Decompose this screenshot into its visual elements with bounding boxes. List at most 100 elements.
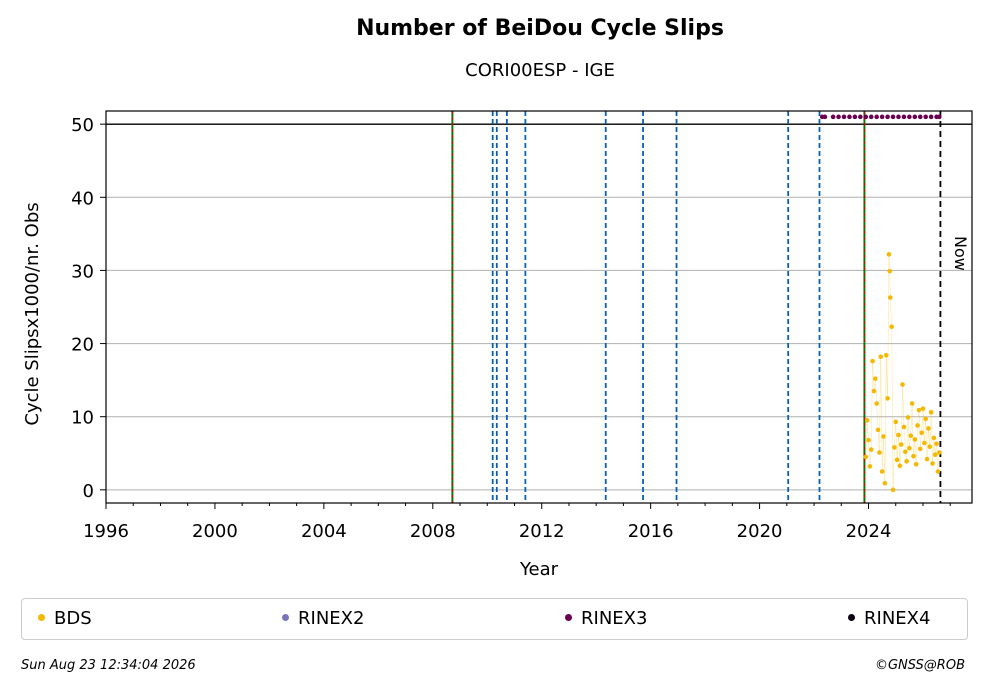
- bds-point: [926, 426, 931, 431]
- bds-point: [898, 442, 904, 447]
- legend-marker-rinex2: [282, 613, 289, 621]
- rinex3-point: [868, 114, 874, 120]
- rinex3-point: [836, 114, 841, 120]
- y-axis-label: Cycle Slipsx1000/nr. Obs: [22, 202, 43, 425]
- bds-point: [864, 418, 870, 423]
- legend-marker-rinex4: [848, 613, 855, 621]
- bds-point: [912, 437, 918, 442]
- legend-marker-bds: [38, 613, 45, 621]
- rinex3-point: [890, 114, 896, 120]
- rinex3-point: [907, 114, 912, 120]
- bds-point: [919, 430, 924, 436]
- bds-point: [900, 382, 905, 387]
- rinex3-point: [830, 114, 836, 120]
- bds-point: [883, 352, 889, 358]
- rinex3-point: [879, 114, 885, 120]
- bds-point: [863, 454, 869, 460]
- bds-point: [886, 252, 892, 257]
- bds-point: [907, 445, 912, 451]
- bds-point: [896, 432, 901, 438]
- rinex3-point: [937, 114, 942, 120]
- legend-marker-rinex3: [565, 613, 572, 621]
- bds-point: [871, 388, 877, 394]
- bds-point: [870, 358, 875, 364]
- footer-credit: ©GNSS@ROB: [874, 658, 965, 673]
- bds-point: [915, 423, 920, 428]
- rinex3-point: [852, 114, 858, 120]
- bds-point: [885, 396, 890, 401]
- bds-point: [890, 487, 896, 493]
- x-tick-label: 2004: [301, 521, 347, 542]
- bds-point: [908, 433, 914, 439]
- bds-point: [902, 449, 908, 455]
- grid-layer: [106, 123, 972, 491]
- rinex3-point: [928, 114, 934, 120]
- legend: BDS RINEX2 RINEX3 RINEX4: [21, 598, 968, 640]
- legend-label-rinex2: RINEX2: [298, 608, 365, 629]
- y-tick-label: 0: [83, 481, 94, 502]
- plot-frame: [105, 110, 973, 504]
- bds-point: [868, 447, 874, 452]
- bds-point: [922, 440, 927, 446]
- legend-label-bds: BDS: [54, 608, 92, 629]
- bds-point: [905, 415, 911, 420]
- bds-point: [917, 446, 923, 452]
- x-tick-label: 2012: [519, 521, 565, 542]
- x-tick-label: 2008: [410, 521, 456, 542]
- now-label: Now: [951, 236, 970, 271]
- bds-point: [882, 480, 888, 486]
- bds-point: [935, 469, 941, 474]
- bds-connector: [865, 254, 940, 490]
- bds-point: [881, 434, 886, 439]
- bds-point: [928, 410, 934, 415]
- rinex3-point: [912, 114, 918, 120]
- x-axis-label: Year: [519, 559, 559, 580]
- bds-point: [904, 459, 909, 464]
- bds-point: [873, 376, 878, 381]
- rinex3-point: [917, 114, 923, 120]
- bds-point: [897, 463, 903, 469]
- bds-point: [937, 450, 942, 455]
- x-tick-label: 2020: [737, 521, 783, 542]
- rinex3-point: [923, 114, 929, 120]
- bds-point: [923, 416, 929, 422]
- bds-point: [893, 419, 899, 425]
- bds-point: [930, 461, 935, 466]
- rinex3-point: [901, 114, 907, 120]
- axes-layer: 0 10 20 30 40 50 1996 2000 2004 2008 2012 2016 2020 2…: [71, 110, 973, 542]
- bds-point: [878, 354, 884, 360]
- rinex3-point: [847, 114, 852, 120]
- y-tick-label: 20: [71, 335, 94, 356]
- x-tick-label: 2024: [846, 521, 892, 542]
- chart-title: Number of BeiDou Cycle Slips: [356, 16, 724, 41]
- bds-point: [892, 445, 897, 450]
- bds-point: [875, 427, 881, 433]
- rinex3-point: [822, 114, 828, 120]
- rinex3-point: [896, 114, 901, 120]
- y-tick-label: 50: [71, 115, 94, 136]
- rinex3-point: [863, 114, 869, 120]
- bds-point: [934, 441, 939, 447]
- y-tick-label: 30: [71, 261, 94, 282]
- bds-point: [888, 295, 893, 300]
- vertical-lines-layer: [451, 111, 942, 503]
- x-tick-label: 1996: [83, 521, 129, 542]
- rinex3-point: [858, 114, 863, 120]
- rinex3-point: [841, 114, 847, 120]
- legend-item-rinex3: RINEX3: [565, 599, 647, 639]
- rinex3-point: [874, 114, 879, 120]
- legend-item-bds: BDS: [38, 599, 92, 639]
- bds-point: [916, 407, 922, 413]
- legend-label-rinex3: RINEX3: [581, 608, 648, 629]
- chart-subtitle: CORI00ESP - IGE: [465, 60, 615, 81]
- bds-point: [932, 452, 938, 458]
- footer-timestamp: Sun Aug 23 12:34:04 2026: [21, 658, 196, 673]
- bds-point: [924, 456, 930, 462]
- bds-point: [887, 268, 893, 274]
- legend-item-rinex4: RINEX4: [848, 599, 930, 639]
- bds-point: [927, 444, 933, 449]
- data-points-layer: [819, 114, 942, 493]
- bds-point: [913, 461, 919, 467]
- bds-point: [911, 453, 916, 459]
